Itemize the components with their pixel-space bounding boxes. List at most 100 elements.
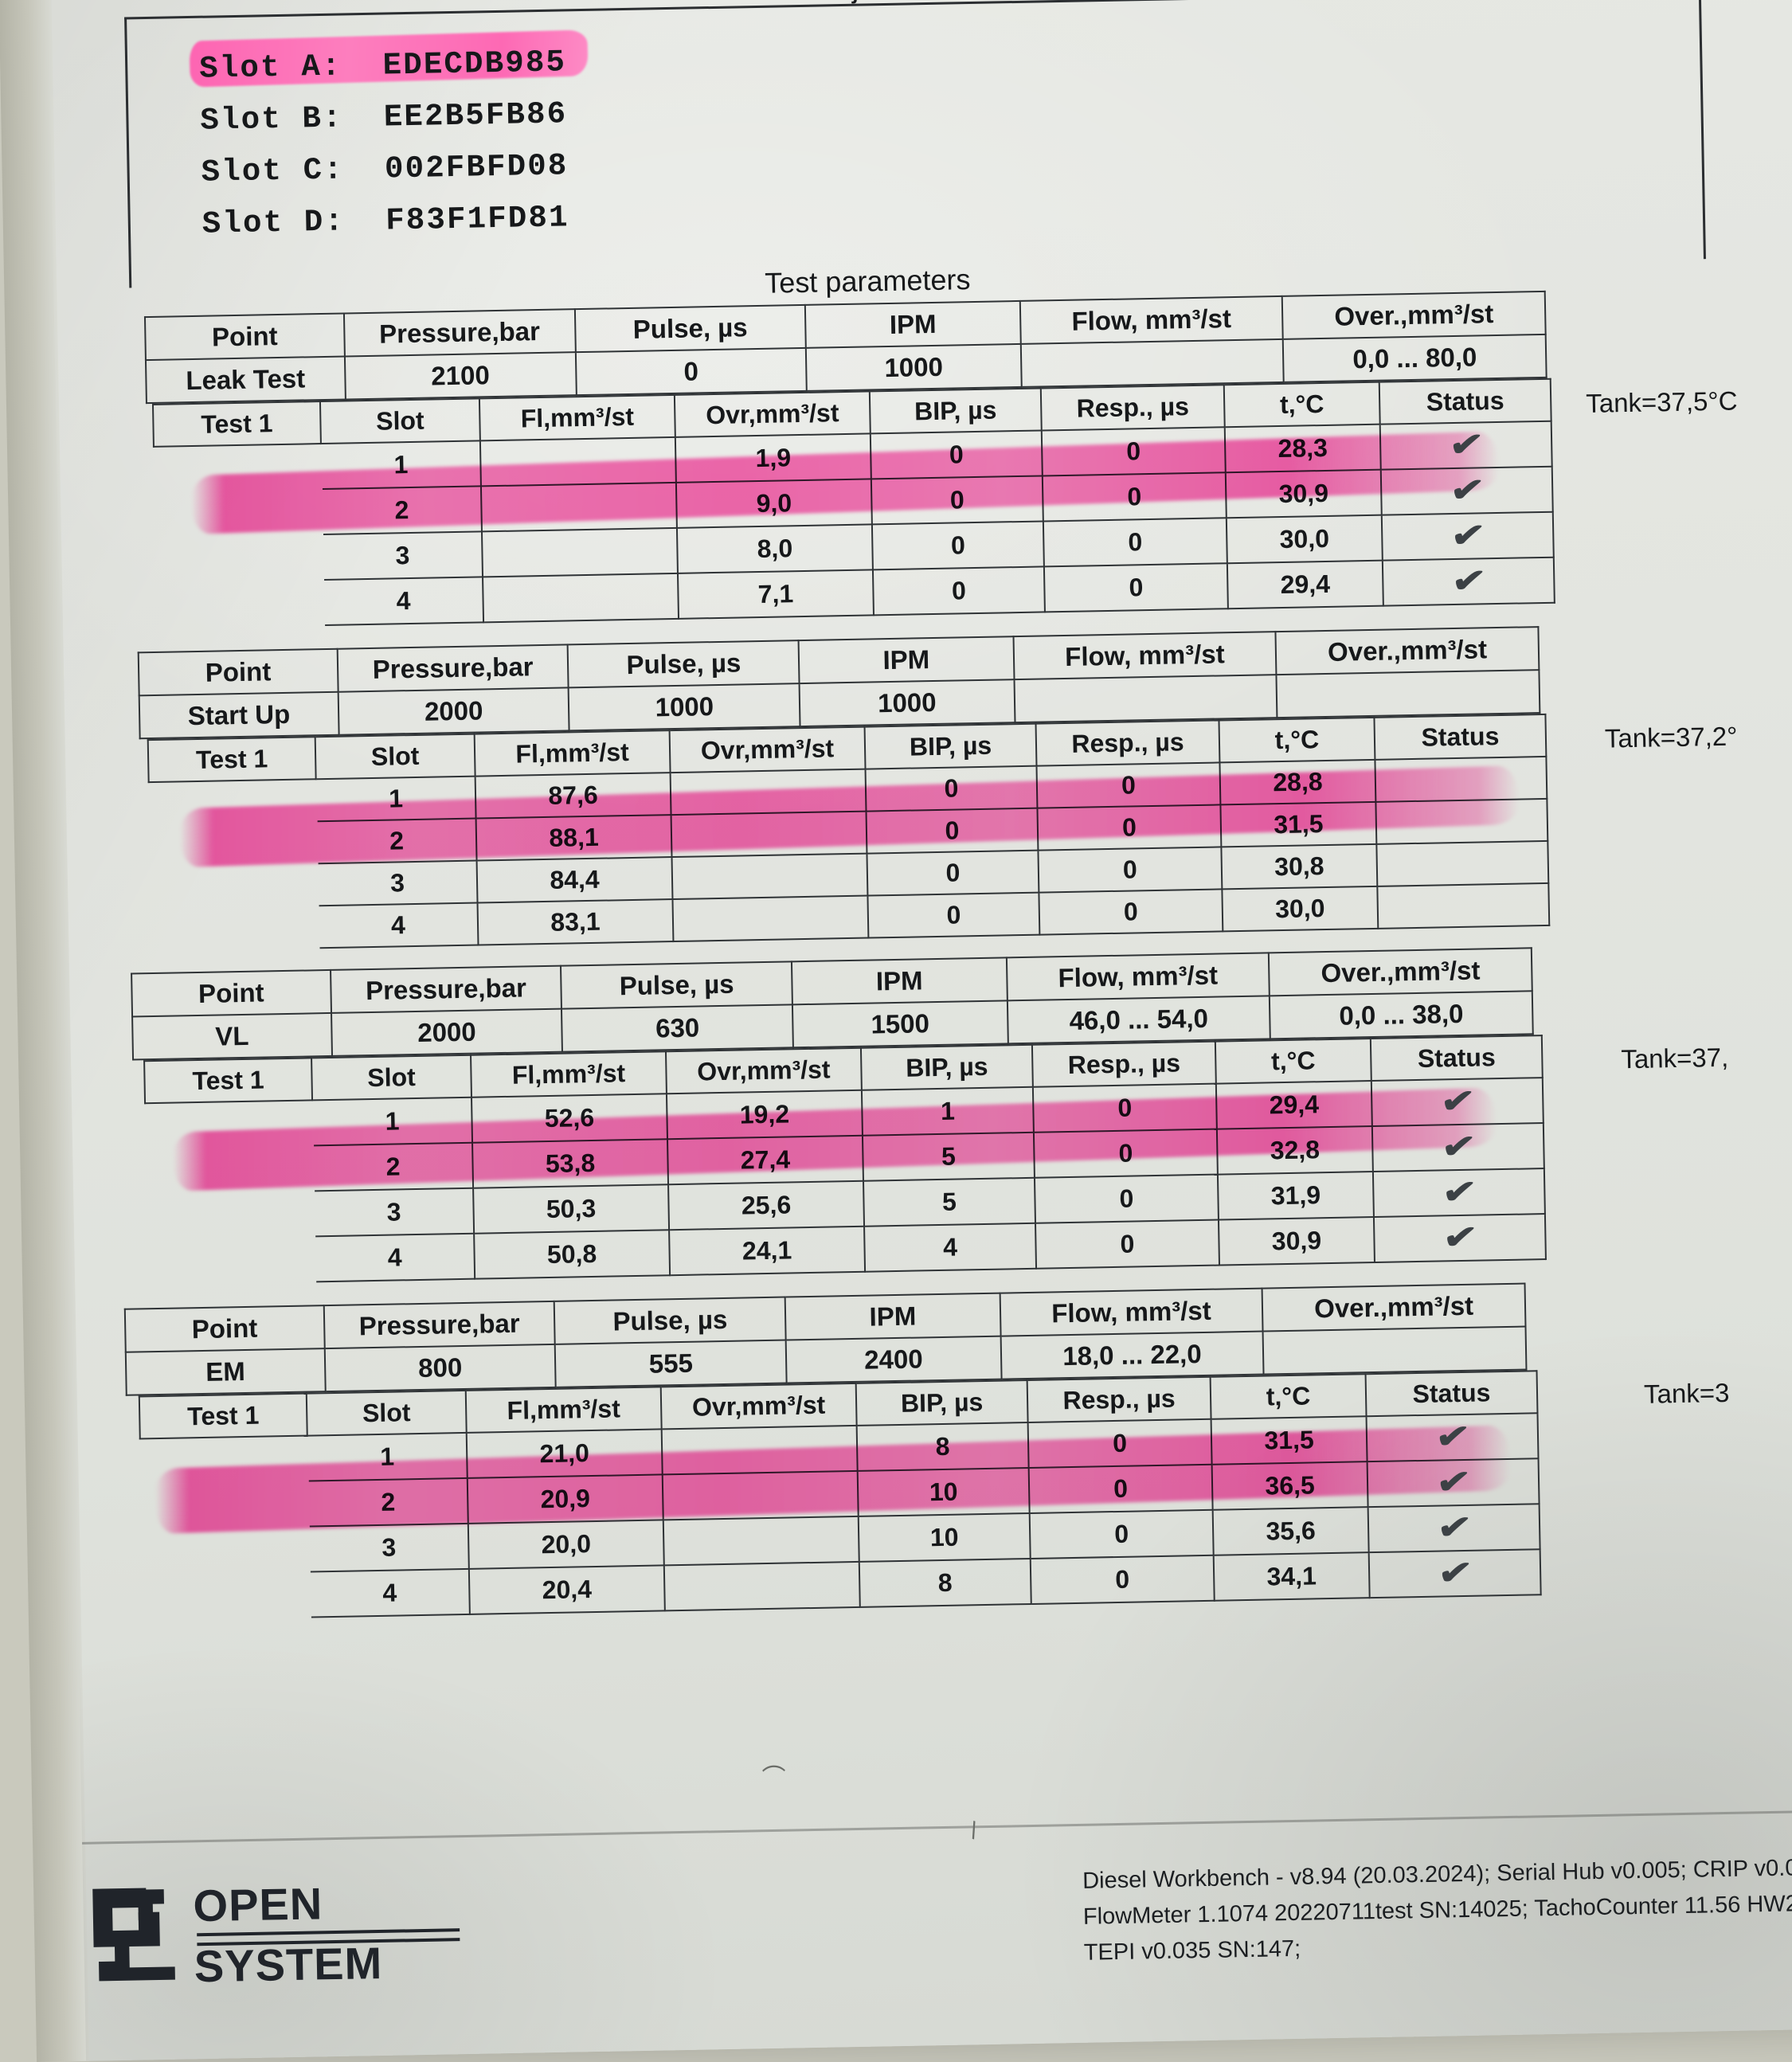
cell-slot: 2 [307,1477,468,1527]
cell-ovr [663,1516,859,1566]
cell-slot: 1 [312,1097,473,1146]
test-parameters-title: Test parameters [764,263,971,299]
check-icon: ✔ [1438,1083,1477,1120]
slot-value: EDECDB985 [382,45,567,84]
col-header-pulse: Pulse, µs [554,1297,786,1344]
cell-bip: 0 [866,808,1039,854]
cell-ovr: 27,4 [667,1135,864,1185]
cell-temp: 28,3 [1224,424,1381,473]
cell-fl: 50,3 [473,1184,670,1234]
col-header-flow: Flow, mm³/st [1019,295,1284,344]
tank-temperature-label: Tank=37, [1621,1042,1729,1074]
cell-slot: 3 [317,860,478,906]
cell-fl: 52,6 [471,1094,667,1143]
param-pulse: 630 [561,1004,793,1052]
col-header-ovr: Ovr,mm³/st [665,1047,862,1094]
slot-value: 002FBFD08 [384,148,569,187]
param-flow [1020,338,1285,387]
col-header-resp: Resp., µs [1035,720,1220,766]
param-pulse: 1000 [569,683,800,731]
col-header-ovr: Ovr,mm³/st [674,391,871,437]
cell-bip: 10 [858,1512,1031,1562]
status-badge [1375,756,1547,802]
cell-resp: 0 [1034,1174,1219,1223]
row-spacer [150,821,318,867]
param-point: Leak Test [145,356,346,404]
col-header-ipm: IPM [791,957,1008,1005]
cell-slot: 1 [315,776,476,822]
col-header-resp: Resp., µs [1027,1376,1211,1423]
check-icon: ✔ [1439,1129,1477,1165]
check-icon: ✔ [1448,472,1486,509]
cell-slot: 2 [321,486,482,535]
cell-bip: 0 [872,566,1045,616]
col-header-test: Test 1 [152,401,321,447]
col-header-t: t,°C [1223,381,1380,428]
slot-code-list: Slot A: EDECDB985 Slot B: EE2B5FB86 Slot… [199,37,570,250]
cell-resp: 0 [1036,762,1221,808]
open-system-logo: OPEN SYSTEM [83,1871,460,1997]
col-header-ipm: IPM [798,636,1015,684]
cell-resp: 0 [1043,518,1227,567]
cell-temp: 30,9 [1225,469,1382,518]
cell-resp: 0 [1029,1509,1214,1559]
status-badge [1375,798,1548,844]
cell-resp: 0 [1041,427,1226,476]
result-table: Test 1 Slot Fl,mm³/st Ovr,mm³/st BIP, µs… [143,1035,1547,1285]
row-spacer [151,863,319,909]
cell-ovr: 24,1 [669,1226,866,1276]
cell-slot: 1 [320,440,481,490]
param-ipm: 1000 [805,343,1022,391]
col-header-flow: Flow, mm³/st [1013,632,1277,680]
col-header-fl: Fl,mm³/st [474,730,671,777]
result-table: Test 1 Slot Fl,mm³/st Ovr,mm³/st BIP, µs… [147,714,1551,952]
cell-ovr: 8,0 [676,524,873,573]
col-header-pressure: Pressure,bar [343,309,576,357]
cell-ovr: 19,2 [666,1090,863,1140]
cell-temp: 34,1 [1213,1552,1370,1601]
row-spacer [149,779,317,824]
logo-line-open: OPEN [192,1878,323,1931]
param-ipm: 1500 [792,1000,1008,1048]
cell-ovr [672,895,869,942]
cell-fl: 83,1 [477,899,674,945]
cell-fl [483,573,679,623]
check-icon: ✔ [1434,1464,1473,1501]
cell-slot: 4 [323,577,484,626]
cell-resp: 0 [1033,1129,1218,1178]
col-header-t: t,°C [1219,717,1375,763]
col-header-point: Point [144,313,345,361]
col-header-slot: Slot [311,1054,471,1101]
col-header-flow: Flow, mm³/st [1006,953,1270,1001]
status-badge: ✔ [1382,557,1555,606]
col-header-t: t,°C [1215,1039,1371,1084]
col-header-ipm: IPM [784,1293,1001,1340]
check-icon: ✔ [1441,1219,1479,1256]
cell-temp: 31,9 [1217,1172,1374,1220]
cell-resp: 0 [1042,472,1227,522]
check-icon: ✔ [1434,1509,1473,1546]
col-header-bip: BIP, µs [860,1044,1033,1090]
col-header-bip: BIP, µs [864,723,1037,769]
param-pressure: 800 [324,1344,557,1392]
cell-bip: 0 [871,521,1044,570]
col-header-ovr: Ovr,mm³/st [660,1383,857,1430]
tank-temperature-label: Tank=37,2° [1604,721,1738,753]
tank-temperature-label: Tank=37,5°C [1585,385,1738,418]
cell-fl: 50,8 [474,1230,671,1279]
cell-resp: 0 [1039,889,1223,935]
cell-bip: 8 [859,1558,1031,1607]
col-header-point: Point [138,648,338,696]
param-over [1262,1326,1527,1375]
check-icon: ✔ [1436,1555,1474,1591]
row-spacer [140,1436,308,1485]
col-header-test: Test 1 [139,1393,307,1439]
col-header-slot: Slot [315,734,475,780]
param-over [1276,670,1540,718]
cell-fl: 20,9 [467,1474,663,1524]
check-icon: ✔ [1447,427,1485,464]
cell-fl [479,436,676,487]
cell-bip: 5 [863,1177,1036,1227]
result-wrap: Test 1 Slot Fl,mm³/st Ovr,mm³/st BIP, µs… [143,1031,1788,1286]
check-icon: ✔ [1449,518,1487,554]
